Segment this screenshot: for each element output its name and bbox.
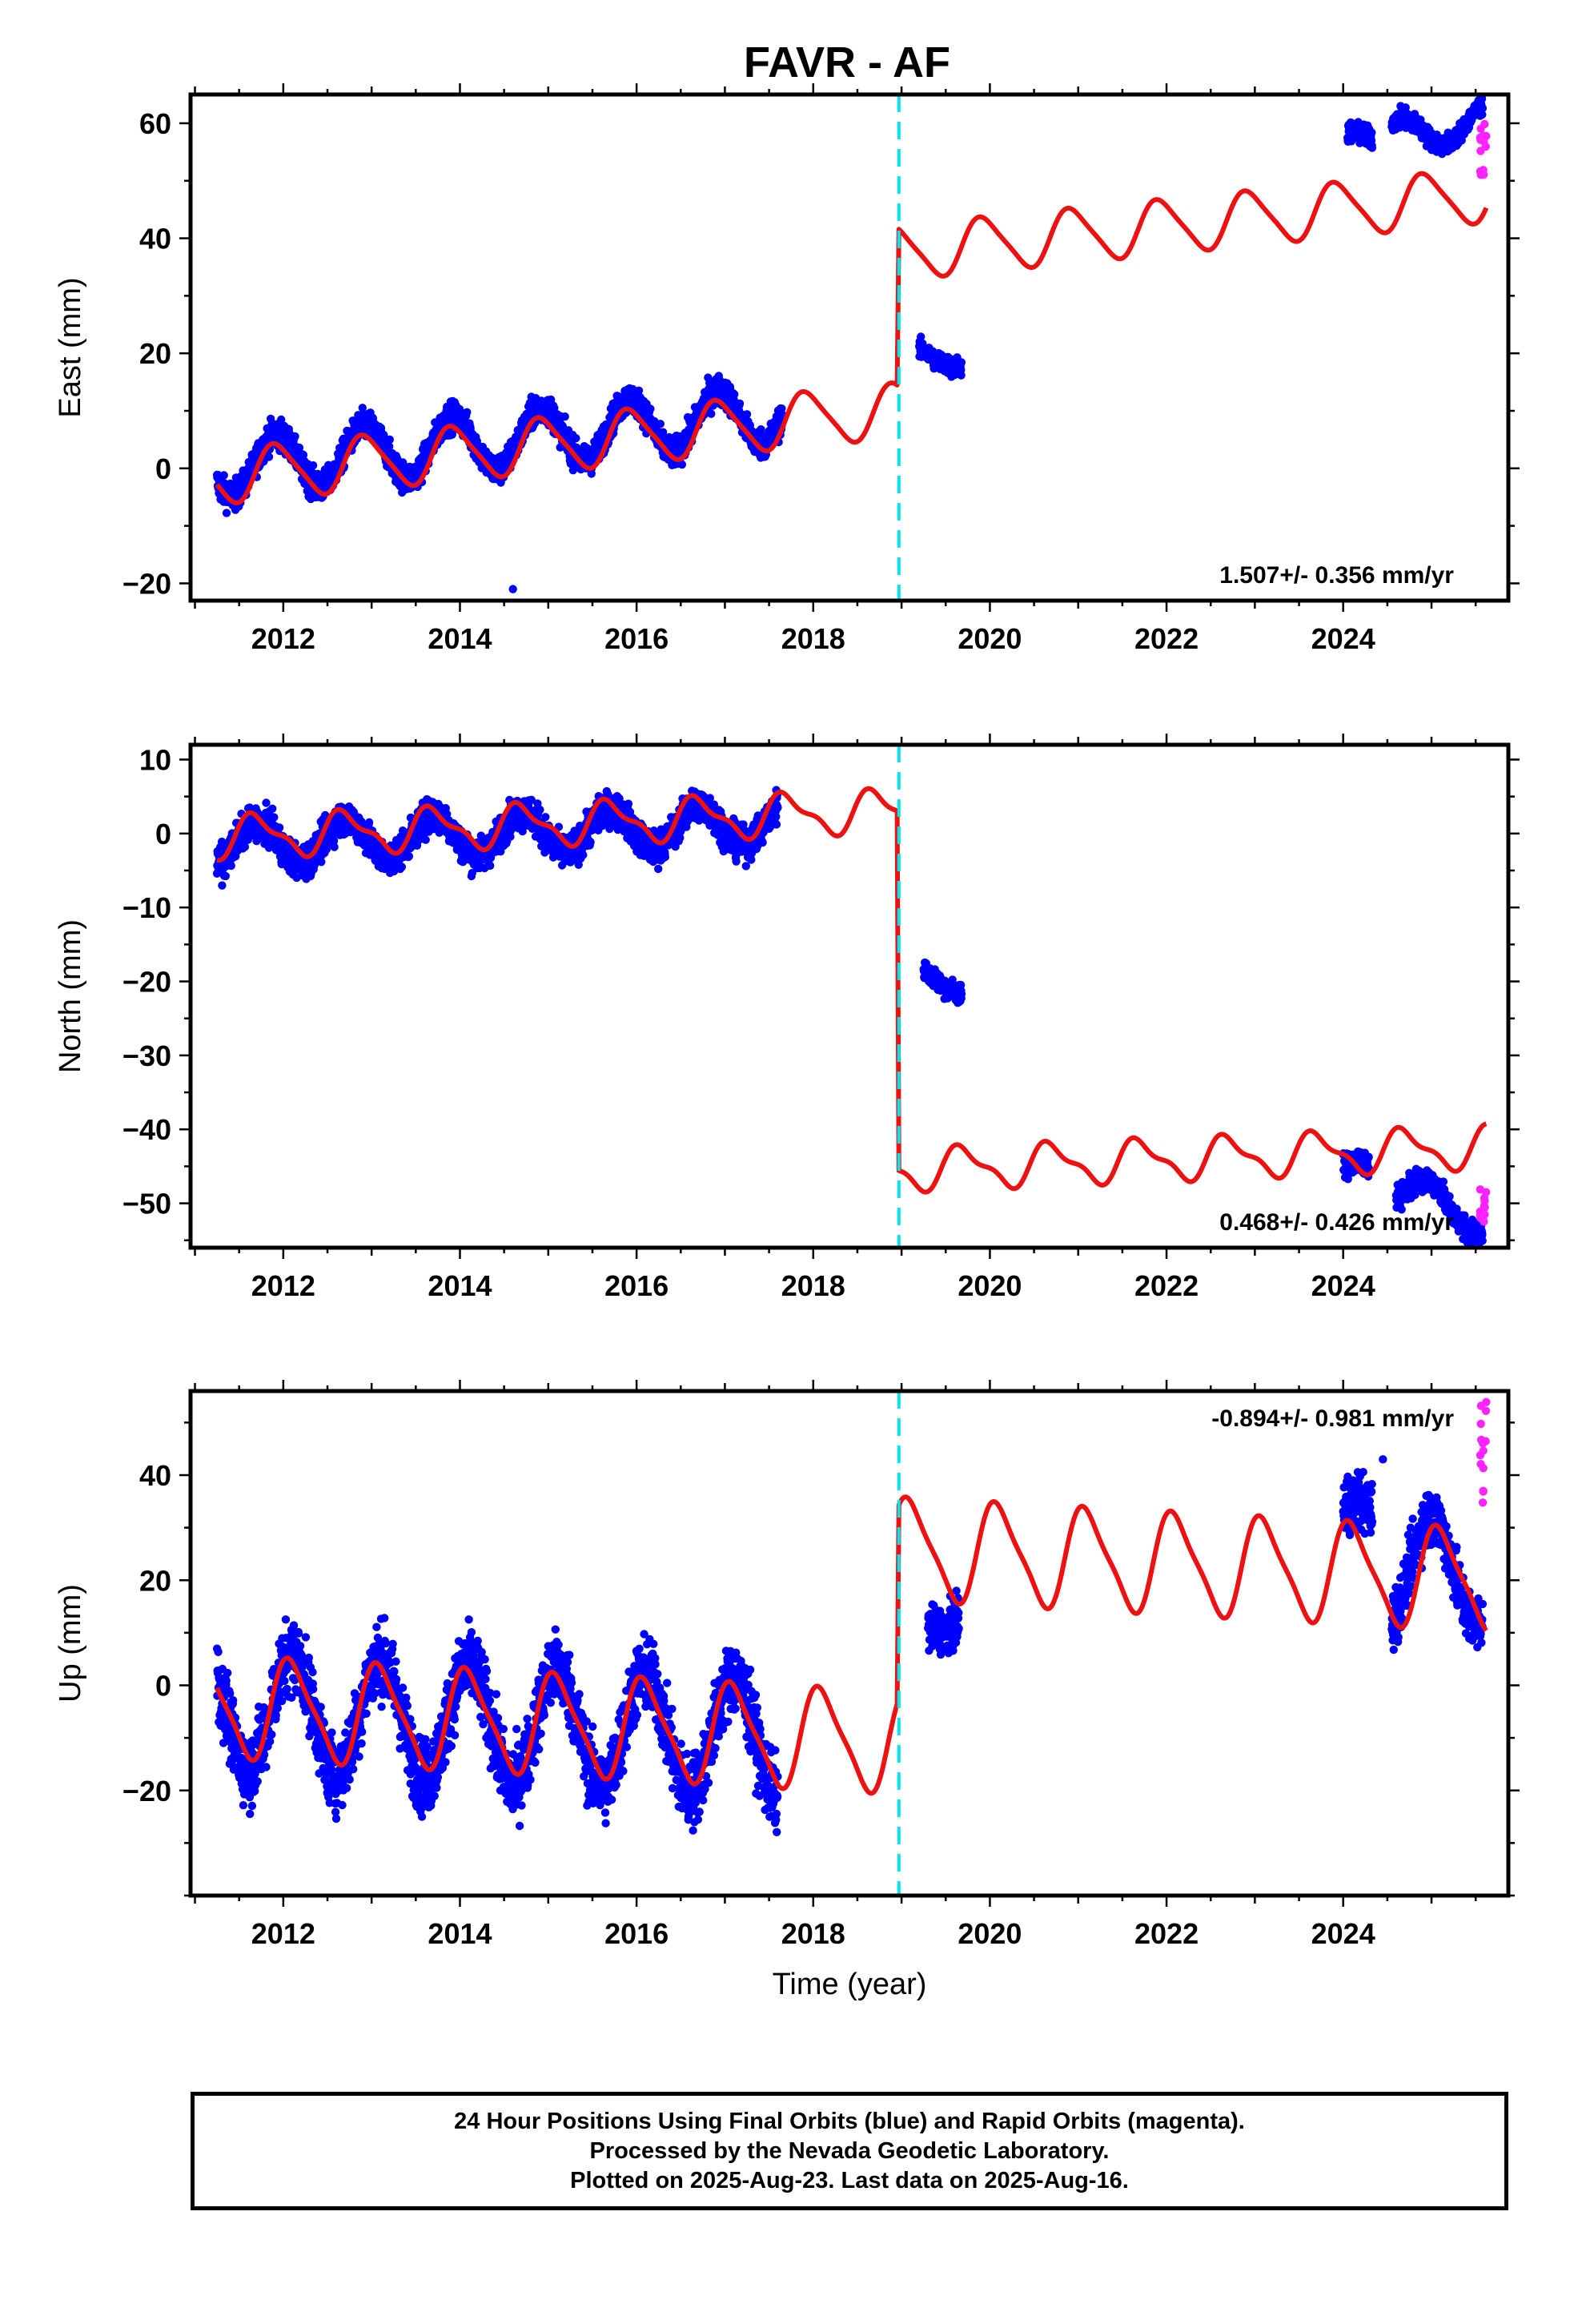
north-data-point xyxy=(579,850,588,859)
east-data-point xyxy=(463,408,472,416)
east-data-point xyxy=(448,430,456,439)
north-data-point xyxy=(218,881,227,890)
east-data-point xyxy=(308,461,318,470)
east-x-tick-label: 2012 xyxy=(251,622,315,655)
east-model-curve xyxy=(215,171,1489,505)
east-rapid-point xyxy=(1480,119,1489,129)
east-data-point xyxy=(550,404,559,412)
north-panel: 2012 2014 2016 2018 2020 2022 2024−50−40−30−20… xyxy=(54,734,1520,1302)
east-data-point xyxy=(264,452,274,461)
east-final-orbit-points xyxy=(212,94,1488,593)
east-data-point xyxy=(1367,143,1377,152)
east-y-tick-label: 60 xyxy=(139,107,171,140)
north-data-point xyxy=(221,871,230,881)
east-x-tick-label: 2016 xyxy=(604,622,669,655)
north-plot-area xyxy=(212,786,1491,1248)
east-data-point xyxy=(1401,103,1410,112)
north-data-point xyxy=(227,861,235,870)
east-rapid-point xyxy=(1476,147,1485,155)
east-data-point xyxy=(222,509,231,517)
east-rate-label: 1.507+/- 0.356 mm/yr xyxy=(1219,562,1454,589)
north-data-point xyxy=(270,813,279,822)
north-data-point xyxy=(330,842,339,851)
east-data-point xyxy=(730,390,739,399)
east-data-point xyxy=(277,415,286,424)
north-data-point xyxy=(240,842,250,851)
east-x-tick-label: 2022 xyxy=(1134,622,1199,655)
east-x-tick-label: 2024 xyxy=(1311,622,1375,655)
east-y-tick-label: 20 xyxy=(139,337,171,370)
chart-title: FAVR - AF xyxy=(744,38,950,86)
east-data-point xyxy=(358,404,367,412)
east-outlier-point xyxy=(508,585,517,593)
north-data-point xyxy=(275,823,284,832)
east-data-point xyxy=(646,404,655,413)
east-data-point xyxy=(219,471,228,480)
east-data-point xyxy=(295,443,304,452)
east-data-point xyxy=(917,332,926,341)
east-panel: 2012 2014 2016 2018 2020 2022 2024 −20 0 20 40 60 Ea… xyxy=(54,83,1520,655)
north-data-point xyxy=(397,862,407,871)
north-data-point xyxy=(262,798,271,807)
north-data-point xyxy=(364,818,374,827)
east-y-axis-label: East (mm) xyxy=(54,277,87,417)
north-data-point xyxy=(541,813,550,822)
east-data-point xyxy=(385,435,394,444)
east-data-point xyxy=(957,358,966,367)
north-data-point xyxy=(404,852,414,861)
east-rapid-point xyxy=(1480,170,1488,179)
east-y-tick-label: −20 xyxy=(122,567,171,600)
north-data-point xyxy=(268,804,277,813)
east-data-point xyxy=(742,410,752,419)
east-plot-area xyxy=(212,94,1491,593)
east-data-point xyxy=(1478,104,1488,113)
east-y-tick-label: 0 xyxy=(155,452,171,485)
north-data-point xyxy=(586,838,595,846)
east-data-point xyxy=(560,412,569,421)
east-y-tick-label: 40 xyxy=(139,223,171,255)
east-rapid-point xyxy=(1476,133,1485,142)
east-data-point xyxy=(1477,94,1487,103)
east-data-point xyxy=(572,434,580,443)
east-data-point xyxy=(1478,110,1487,119)
east-data-point xyxy=(677,460,687,469)
east-x-tick-label: 2014 xyxy=(428,622,492,655)
east-data-point xyxy=(634,386,644,395)
east-data-point xyxy=(291,432,299,441)
north-data-point xyxy=(421,835,430,844)
east-data-point xyxy=(957,371,966,380)
east-data-point xyxy=(735,399,745,408)
north-final-orbit-points xyxy=(212,786,1487,1248)
east-data-point xyxy=(757,425,765,434)
east-rapid-orbit-points xyxy=(1476,119,1491,179)
east-frame xyxy=(188,92,1511,603)
east-x-tick-label: 2018 xyxy=(781,622,845,655)
east-data-point xyxy=(656,420,665,428)
north-data-point xyxy=(536,806,544,814)
north-data-point xyxy=(486,861,495,870)
east-data-point xyxy=(1367,128,1376,137)
east-x-tick-label: 2020 xyxy=(958,622,1022,655)
east-data-point xyxy=(707,409,716,418)
east-data-point xyxy=(385,442,394,451)
